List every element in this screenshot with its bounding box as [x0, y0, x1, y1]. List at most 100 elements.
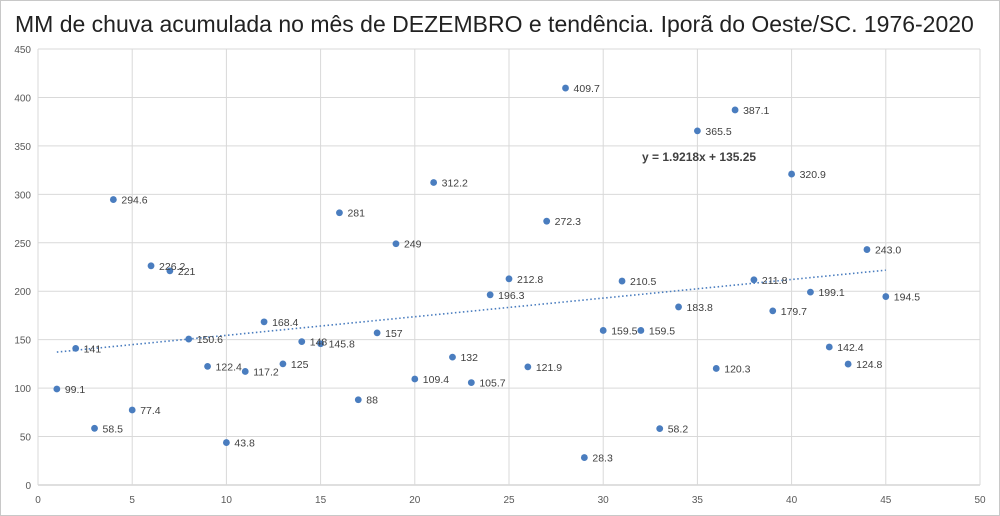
- data-label: 157: [385, 328, 403, 340]
- data-label: 142.4: [837, 342, 863, 354]
- data-label: 148: [310, 337, 328, 349]
- y-tick-label: 250: [14, 239, 31, 250]
- data-point: [863, 246, 871, 253]
- data-label: 105.7: [479, 378, 505, 390]
- y-tick-label: 100: [14, 384, 31, 395]
- data-point: [241, 368, 249, 375]
- data-label: 88: [366, 395, 378, 407]
- data-point: [543, 217, 551, 225]
- data-label: 122.4: [216, 361, 242, 373]
- data-point: [675, 303, 682, 311]
- data-point: [712, 365, 720, 372]
- data-point: [580, 454, 588, 461]
- data-label: 109.4: [423, 374, 449, 386]
- axis-tick-labels: 0 50 100 150 200 250 300 350 400 450 0 5 10 15 20 25 30 3…: [14, 45, 986, 506]
- data-point: [449, 353, 456, 361]
- data-label: 145.8: [329, 339, 355, 351]
- data-point: [317, 340, 324, 348]
- data-label: 159.5: [649, 325, 675, 337]
- data-point: [223, 439, 230, 446]
- data-point: [204, 363, 211, 370]
- data-point: [637, 327, 645, 334]
- data-label: 409.7: [574, 83, 600, 95]
- data-label: 150.6: [197, 334, 223, 346]
- trendline: [56, 269, 886, 353]
- data-point: [694, 127, 701, 135]
- data-point: [392, 240, 400, 248]
- data-points: [53, 84, 890, 461]
- data-label: 211.8: [762, 275, 788, 287]
- data-label: 125: [291, 359, 309, 371]
- data-label: 179.7: [781, 306, 807, 318]
- y-tick-label: 0: [25, 481, 31, 492]
- data-label: 320.9: [800, 169, 826, 181]
- data-label: 221: [178, 266, 196, 278]
- data-label: 28.3: [592, 453, 613, 465]
- trendline-equation: y = 1.9218x + 135.25: [642, 150, 756, 164]
- data-label: 117.2: [253, 366, 279, 378]
- x-tick-label: 5: [129, 495, 135, 506]
- x-tick-label: 45: [880, 495, 892, 506]
- x-tick-label: 50: [974, 495, 986, 506]
- data-label: 243.0: [875, 245, 901, 257]
- y-tick-label: 450: [14, 45, 31, 56]
- data-label: 199.1: [818, 287, 844, 299]
- data-label: 294.6: [121, 195, 147, 207]
- data-label: 121.9: [536, 362, 562, 374]
- data-point: [656, 425, 664, 433]
- data-point: [128, 406, 136, 414]
- data-point: [750, 276, 758, 284]
- data-point: [298, 338, 306, 346]
- data-point: [524, 363, 532, 371]
- data-point: [72, 344, 80, 352]
- data-point: [562, 84, 569, 92]
- data-point: [618, 277, 626, 285]
- data-label: 194.5: [894, 292, 920, 304]
- x-tick-label: 20: [409, 495, 421, 506]
- data-point: [430, 179, 438, 186]
- x-tick-label: 35: [692, 495, 704, 506]
- y-tick-label: 200: [14, 287, 31, 298]
- x-tick-label: 10: [221, 495, 233, 506]
- y-tick-label: 50: [20, 433, 32, 444]
- data-point: [882, 293, 890, 300]
- data-label: 183.8: [687, 302, 713, 314]
- data-point: [373, 329, 381, 337]
- y-tick-label: 150: [14, 336, 31, 347]
- y-tick-label: 350: [14, 142, 31, 153]
- x-tick-label: 25: [503, 495, 515, 506]
- data-label: 58.2: [668, 424, 689, 436]
- x-tick-label: 15: [315, 495, 327, 506]
- data-label: 99.1: [65, 384, 86, 396]
- data-label: 141: [84, 343, 102, 355]
- data-point: [109, 196, 117, 203]
- data-point: [279, 360, 287, 368]
- data-point: [769, 307, 777, 315]
- data-label: 312.2: [442, 178, 468, 190]
- data-point: [788, 170, 795, 178]
- chart-title: MM de chuva acumulada no mês de DEZEMBRO…: [15, 11, 974, 37]
- y-tick-label: 400: [14, 93, 31, 104]
- data-point: [599, 327, 607, 334]
- data-point: [486, 291, 494, 299]
- data-point: [731, 106, 739, 114]
- data-point: [467, 379, 475, 386]
- data-point: [147, 262, 155, 270]
- data-label: 387.1: [743, 105, 769, 117]
- data-point: [91, 424, 98, 432]
- data-point: [411, 375, 419, 383]
- data-label: 77.4: [140, 405, 161, 417]
- data-point: [354, 396, 362, 404]
- data-label: 281: [347, 208, 365, 220]
- x-tick-label: 0: [35, 495, 41, 506]
- data-label: 272.3: [555, 216, 581, 228]
- data-point: [807, 288, 814, 296]
- data-point: [185, 335, 193, 343]
- data-point: [825, 343, 833, 351]
- data-label: 159.5: [611, 325, 637, 337]
- data-point: [336, 209, 343, 217]
- data-label: 168.4: [272, 317, 298, 329]
